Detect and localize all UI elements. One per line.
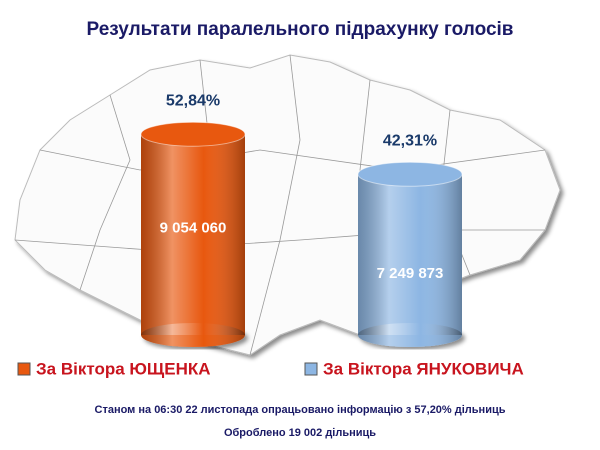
legend-swatch (304, 362, 318, 376)
legend-label: За Віктора ЯНУКОВИЧА (323, 359, 524, 378)
count-label: 9 054 060 (160, 220, 227, 237)
bar-top (140, 121, 246, 147)
count-label: 7 249 873 (377, 265, 444, 282)
bar-top (357, 161, 463, 187)
footnote: Оброблено 19 002 дільниць (224, 427, 376, 439)
map-background (14, 54, 561, 356)
bar-shine (358, 174, 462, 335)
legend-label: За Віктора ЮЩЕНКА (36, 359, 211, 378)
footnote: Станом на 06:30 22 листопада опрацьовано… (95, 404, 506, 416)
bar-shine (141, 134, 245, 335)
value-label: 42,31% (383, 132, 437, 149)
bar-base-shine (141, 323, 245, 347)
legend-swatch (17, 362, 31, 376)
value-label: 52,84% (166, 92, 220, 109)
bar-base-shine (358, 323, 462, 347)
chart-title: Результати паралельного підрахунку голос… (87, 19, 514, 40)
